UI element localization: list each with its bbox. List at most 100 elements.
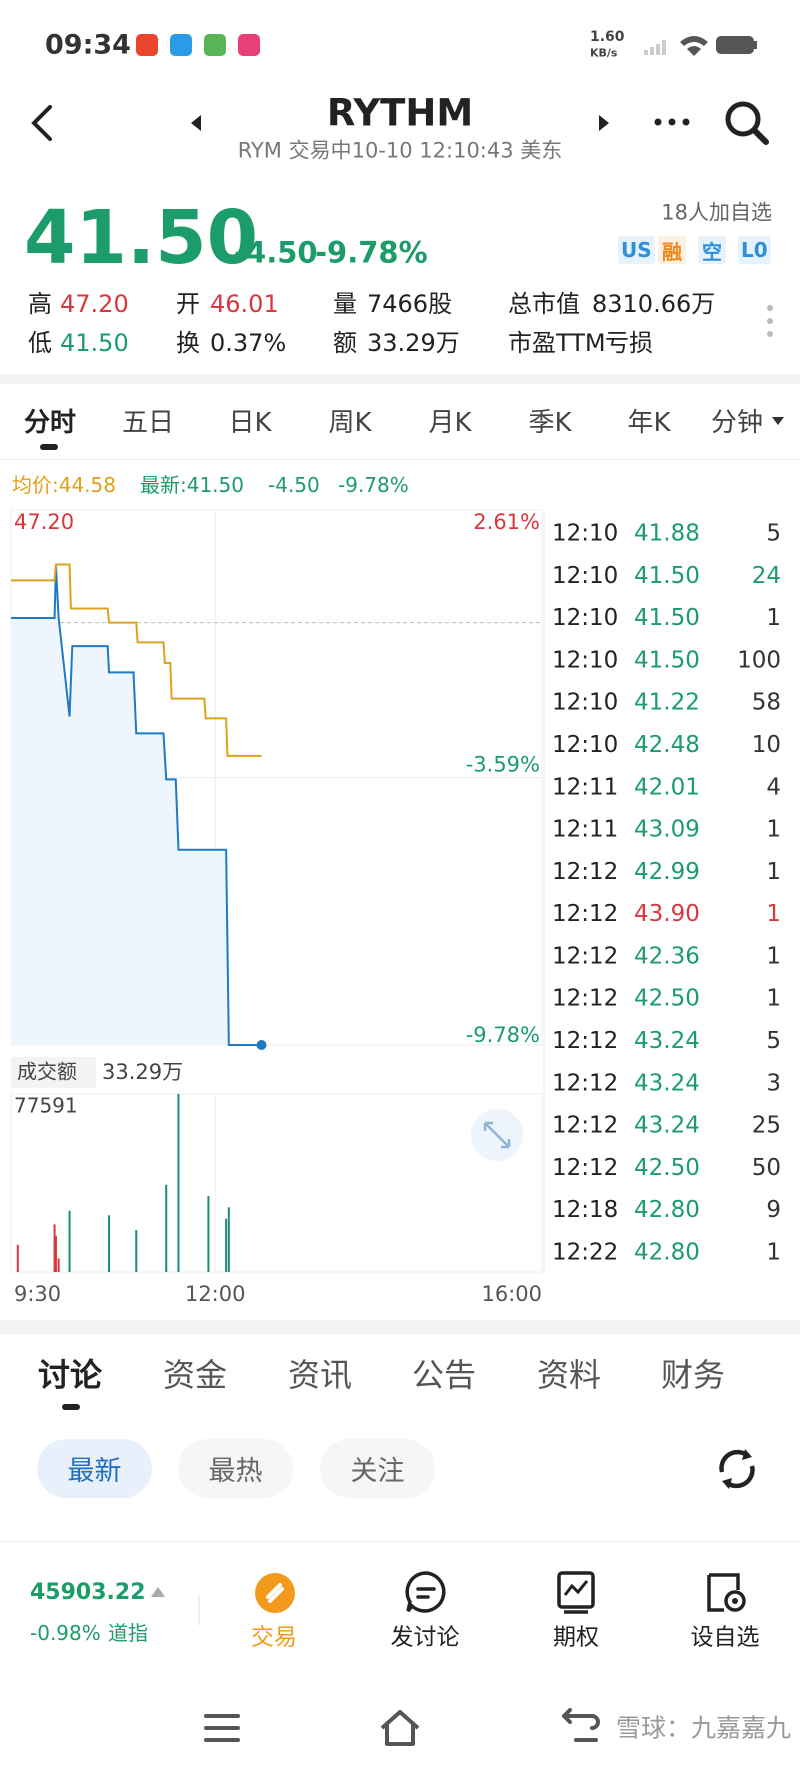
- net-speed: 1.60: [590, 29, 625, 45]
- nav-label[interactable]: 发讨论: [390, 1624, 460, 1651]
- stat-label: 高: [28, 290, 52, 318]
- section-tab[interactable]: 资讯: [287, 1356, 353, 1394]
- ticker-title: RYTHM: [326, 91, 474, 135]
- trade-time: 12:12: [552, 943, 618, 969]
- trade-price: 42.80: [634, 1197, 700, 1223]
- chart-tab[interactable]: 日K: [228, 408, 272, 438]
- trade-time: 12:12: [552, 1155, 618, 1181]
- dropdown-arrow[interactable]: [772, 417, 784, 425]
- discuss-icon[interactable]: [404, 1570, 448, 1614]
- stat-label: 换: [176, 329, 200, 357]
- trade-icon[interactable]: [254, 1572, 296, 1614]
- trade-qty: 1: [766, 986, 781, 1012]
- options-icon[interactable]: [556, 1570, 596, 1614]
- trade-time: 12:10: [552, 647, 618, 673]
- y-tick-label: 47.20: [14, 510, 74, 534]
- tab-indicator: [62, 1404, 80, 1410]
- expand-button[interactable]: [471, 1109, 523, 1161]
- home-key[interactable]: [378, 1706, 422, 1750]
- search-button[interactable]: [722, 98, 772, 148]
- last-price: 41.50: [24, 195, 259, 281]
- trade-qty: 4: [766, 774, 781, 800]
- trade-qty: 1: [766, 605, 781, 631]
- x-tick-label: 9:30: [14, 1282, 61, 1306]
- intraday-chart: 9:3012:0016:0047.202.61%44.35-3.59%41.50…: [10, 509, 781, 1306]
- pct-label: -9.78%: [466, 1023, 540, 1047]
- trade-time: 12:10: [552, 521, 618, 547]
- nav-label[interactable]: 期权: [553, 1624, 599, 1651]
- stat-label: 总市值: [508, 290, 580, 318]
- ticker-subtitle: RYM 交易中10-10 12:10:43 美东: [237, 138, 563, 163]
- trade-qty: 9: [766, 1197, 781, 1223]
- price-area: [11, 566, 262, 1045]
- stat-value: 46.01: [210, 290, 279, 318]
- back-button[interactable]: [24, 103, 64, 143]
- chart-tab[interactable]: 五日: [121, 408, 175, 438]
- status-icons: [136, 34, 260, 56]
- nav-label[interactable]: 设自选: [690, 1624, 760, 1651]
- stat-value: 0.37%: [210, 329, 287, 357]
- x-tick-label: 12:00: [185, 1282, 246, 1306]
- stat-value: 33.29万: [367, 329, 460, 357]
- legend-change: -4.50: [268, 473, 320, 497]
- chart-tab[interactable]: 分时: [23, 408, 77, 438]
- section-tab[interactable]: 讨论: [37, 1356, 103, 1394]
- nav-label[interactable]: 交易: [251, 1624, 297, 1651]
- system-icons: [644, 36, 757, 56]
- trade-time: 12:11: [552, 774, 618, 800]
- chart-tab[interactable]: 周K: [328, 408, 372, 438]
- next-stock[interactable]: [596, 113, 612, 133]
- trade-price: 41.50: [634, 605, 700, 631]
- price-line: [11, 566, 262, 1046]
- legend-last: 最新:41.50: [140, 473, 244, 497]
- price-change-pct: -9.78%: [315, 235, 428, 270]
- x-tick-label: 16:00: [481, 1282, 542, 1306]
- trade-price: 42.50: [634, 986, 700, 1012]
- chart-tab[interactable]: 季K: [528, 408, 572, 438]
- trade-time: 12:10: [552, 732, 618, 758]
- pct-label: 2.61%: [473, 510, 540, 534]
- trade-price: 43.09: [634, 817, 700, 843]
- index-value: 45903.22: [30, 1580, 146, 1605]
- index-change: -0.98%: [30, 1621, 101, 1645]
- menu-key[interactable]: [200, 1708, 244, 1748]
- section-tab[interactable]: 财务: [660, 1356, 726, 1394]
- filter-pill[interactable]: 关注: [320, 1439, 435, 1498]
- trade-qty: 100: [737, 647, 781, 673]
- stat-value: 亏损: [605, 329, 653, 357]
- filter-pill[interactable]: 最新: [37, 1439, 152, 1498]
- stat-label: 量: [333, 290, 357, 318]
- volume-frame: [10, 1093, 543, 1273]
- trade-price: 42.80: [634, 1240, 700, 1266]
- chart-tab[interactable]: 分钟: [710, 408, 764, 438]
- filter-pill[interactable]: 最热: [178, 1439, 293, 1498]
- volume-tick-label: 77591: [14, 1094, 78, 1118]
- more-button[interactable]: [652, 112, 692, 132]
- trade-price: 43.24: [634, 1070, 700, 1096]
- stats-more[interactable]: [764, 302, 776, 342]
- chart-tab[interactable]: 月K: [428, 408, 472, 438]
- section-tab[interactable]: 资金: [162, 1356, 228, 1394]
- separator: [0, 374, 800, 384]
- watermark: 雪球：九嘉嘉九: [616, 1713, 792, 1743]
- trade-time: 12:12: [552, 1070, 618, 1096]
- trade-time: 12:11: [552, 817, 618, 843]
- back-key[interactable]: [558, 1708, 602, 1748]
- section-tab[interactable]: 资料: [536, 1356, 602, 1394]
- watchlist-icon[interactable]: [704, 1570, 748, 1614]
- trade-price: 43.24: [634, 1028, 700, 1054]
- prev-stock[interactable]: [188, 113, 204, 133]
- section-tab[interactable]: 公告: [411, 1356, 477, 1394]
- trade-qty: 1: [766, 943, 781, 969]
- trade-price: 41.50: [634, 647, 700, 673]
- price-line: [11, 563, 262, 757]
- legend-avg: 均价:44.58: [12, 473, 116, 497]
- trade-time: 12:12: [552, 1113, 618, 1139]
- trade-price: 42.36: [634, 943, 700, 969]
- refresh-button[interactable]: [712, 1444, 762, 1494]
- stat-value: 41.50: [60, 329, 129, 357]
- watchers: 18人加自选: [661, 200, 772, 225]
- chart-tab[interactable]: 年K: [627, 408, 671, 438]
- stat-label: 低: [28, 329, 52, 357]
